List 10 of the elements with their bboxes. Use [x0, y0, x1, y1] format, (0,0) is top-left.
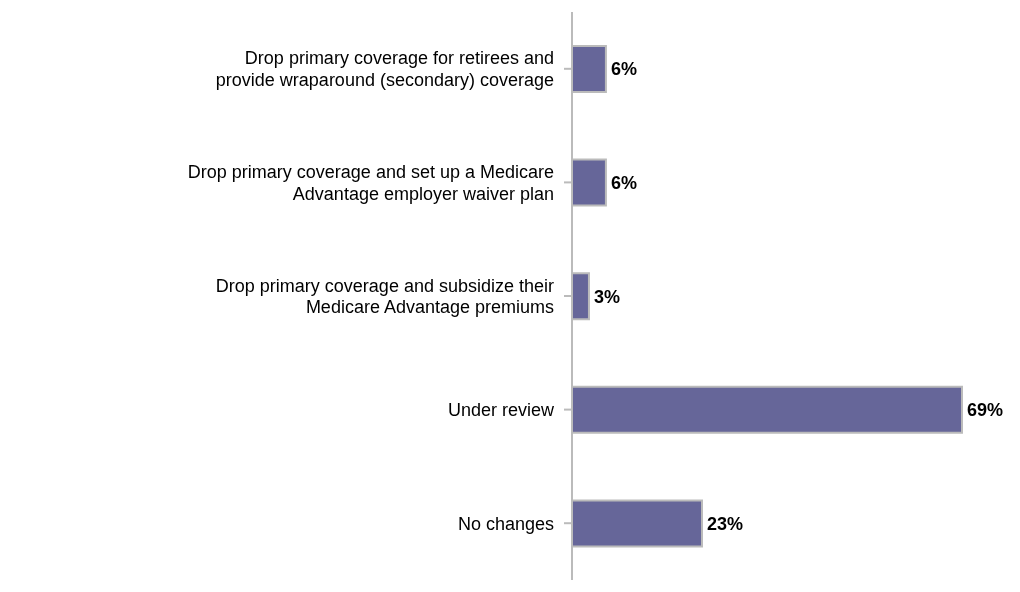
y-tick-label: Under review	[447, 399, 555, 420]
y-tick-label: Drop primary coverage and set up a Medicare Advantage employer waiver plan	[187, 161, 554, 204]
data-label: 3%	[593, 286, 620, 307]
y-tick-label: Drop primary coverage and subsidize their Medicare Advantage premiums	[215, 275, 554, 318]
data-label: 23%	[707, 513, 744, 534]
data-label: 69%	[967, 400, 1004, 421]
y-tick-label: Drop primary coverage for retirees and provide wraparound (secondary) coverage	[215, 48, 554, 90]
y-tick-label: No changes	[457, 513, 554, 534]
data-label: 6%	[610, 172, 637, 193]
data-label: 6%	[610, 59, 637, 80]
